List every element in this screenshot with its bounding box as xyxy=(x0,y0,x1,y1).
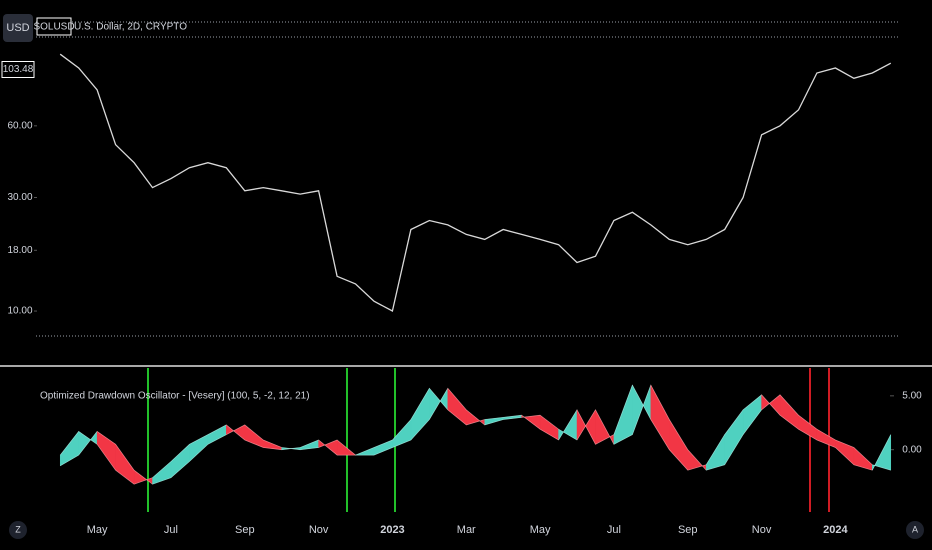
x-tick-label: 2024 xyxy=(823,524,848,536)
y-tick-label: 0.00 xyxy=(902,444,922,455)
last-price-label: 103.48 xyxy=(3,64,34,75)
oscillator-fill xyxy=(872,434,892,471)
chart-title: U.S. Dollar, 2D, CRYPTO xyxy=(74,22,187,33)
y-tick-label: 5.00 xyxy=(902,390,922,401)
y-tick-label: 18.00 xyxy=(7,245,32,256)
oscillator-fill xyxy=(336,439,357,456)
auto-scale-button[interactable] xyxy=(906,521,924,539)
last-price-box xyxy=(1,60,35,78)
oscillator-line xyxy=(59,384,892,485)
x-tick-label: Sep xyxy=(235,524,255,536)
timezone-label[interactable]: Z xyxy=(15,524,21,534)
x-tick-label: 2023 xyxy=(380,524,404,536)
y-tick-label: 60.00 xyxy=(7,120,32,131)
x-tick-label: Sep xyxy=(678,524,698,536)
x-tick-label: Jul xyxy=(164,524,178,536)
oscillator-line xyxy=(59,384,891,485)
x-tick-label: Nov xyxy=(309,524,329,536)
y-tick-label: 30.00 xyxy=(7,192,32,203)
x-tick-label: Nov xyxy=(752,524,772,536)
timezone-button[interactable] xyxy=(9,521,27,539)
auto-scale-label[interactable]: A xyxy=(912,524,918,534)
x-tick-label: Jul xyxy=(607,524,621,536)
currency-button[interactable] xyxy=(3,14,33,42)
price-line xyxy=(59,53,892,312)
x-tick-label: Mar xyxy=(457,524,476,536)
currency-label[interactable]: USD xyxy=(6,22,29,34)
symbol: SOLUSD xyxy=(33,22,74,33)
symbol-box xyxy=(36,17,72,36)
indicator-title: Optimized Drawdown Oscillator - [Vesery]… xyxy=(40,391,310,402)
x-tick-label: May xyxy=(87,524,108,536)
y-tick-label: 10.00 xyxy=(7,306,32,317)
x-tick-label: May xyxy=(530,524,551,536)
